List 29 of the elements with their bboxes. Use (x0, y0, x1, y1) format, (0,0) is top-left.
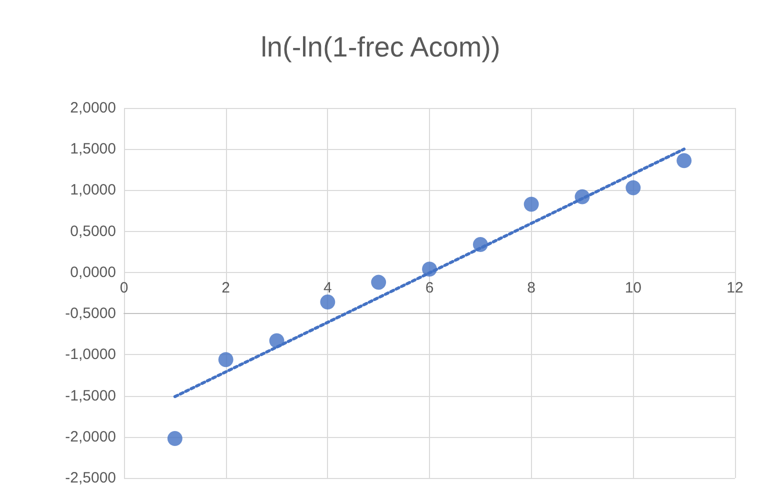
chart-title: ln(-ln(1-frec Acom)) (260, 32, 500, 62)
y-tick-label: 1,5000 (70, 140, 116, 158)
y-tick-label: -1,0000 (65, 346, 116, 364)
x-tick-label: 4 (323, 279, 332, 296)
point (167, 431, 182, 446)
x-tick-label: 6 (425, 279, 434, 296)
point (472, 236, 488, 252)
point (422, 262, 437, 277)
y-tick-label: 1,0000 (70, 182, 116, 199)
point (676, 153, 692, 168)
y-tick-label: -2,0000 (65, 428, 116, 446)
x-tick-label: 8 (527, 279, 536, 296)
x-tick-label: 10 (624, 279, 642, 296)
y-tick-label: 0,0000 (70, 264, 116, 281)
point (574, 189, 590, 204)
point (626, 180, 641, 196)
y-tick-label: -2,5000 (65, 470, 116, 486)
y-tick-label: -0,5000 (65, 305, 116, 322)
point (524, 196, 539, 212)
point (269, 333, 284, 348)
y-tick-label: 2,0000 (70, 100, 116, 116)
point (218, 352, 234, 368)
x-tick-label: 12 (726, 279, 744, 296)
point (320, 294, 336, 310)
y-tick-label: 0,5000 (70, 222, 116, 240)
y-tick-label: -1,5000 (65, 387, 116, 404)
x-tick-label: 0 (120, 279, 128, 296)
x-tick-label: 2 (222, 279, 230, 296)
point (371, 274, 386, 290)
